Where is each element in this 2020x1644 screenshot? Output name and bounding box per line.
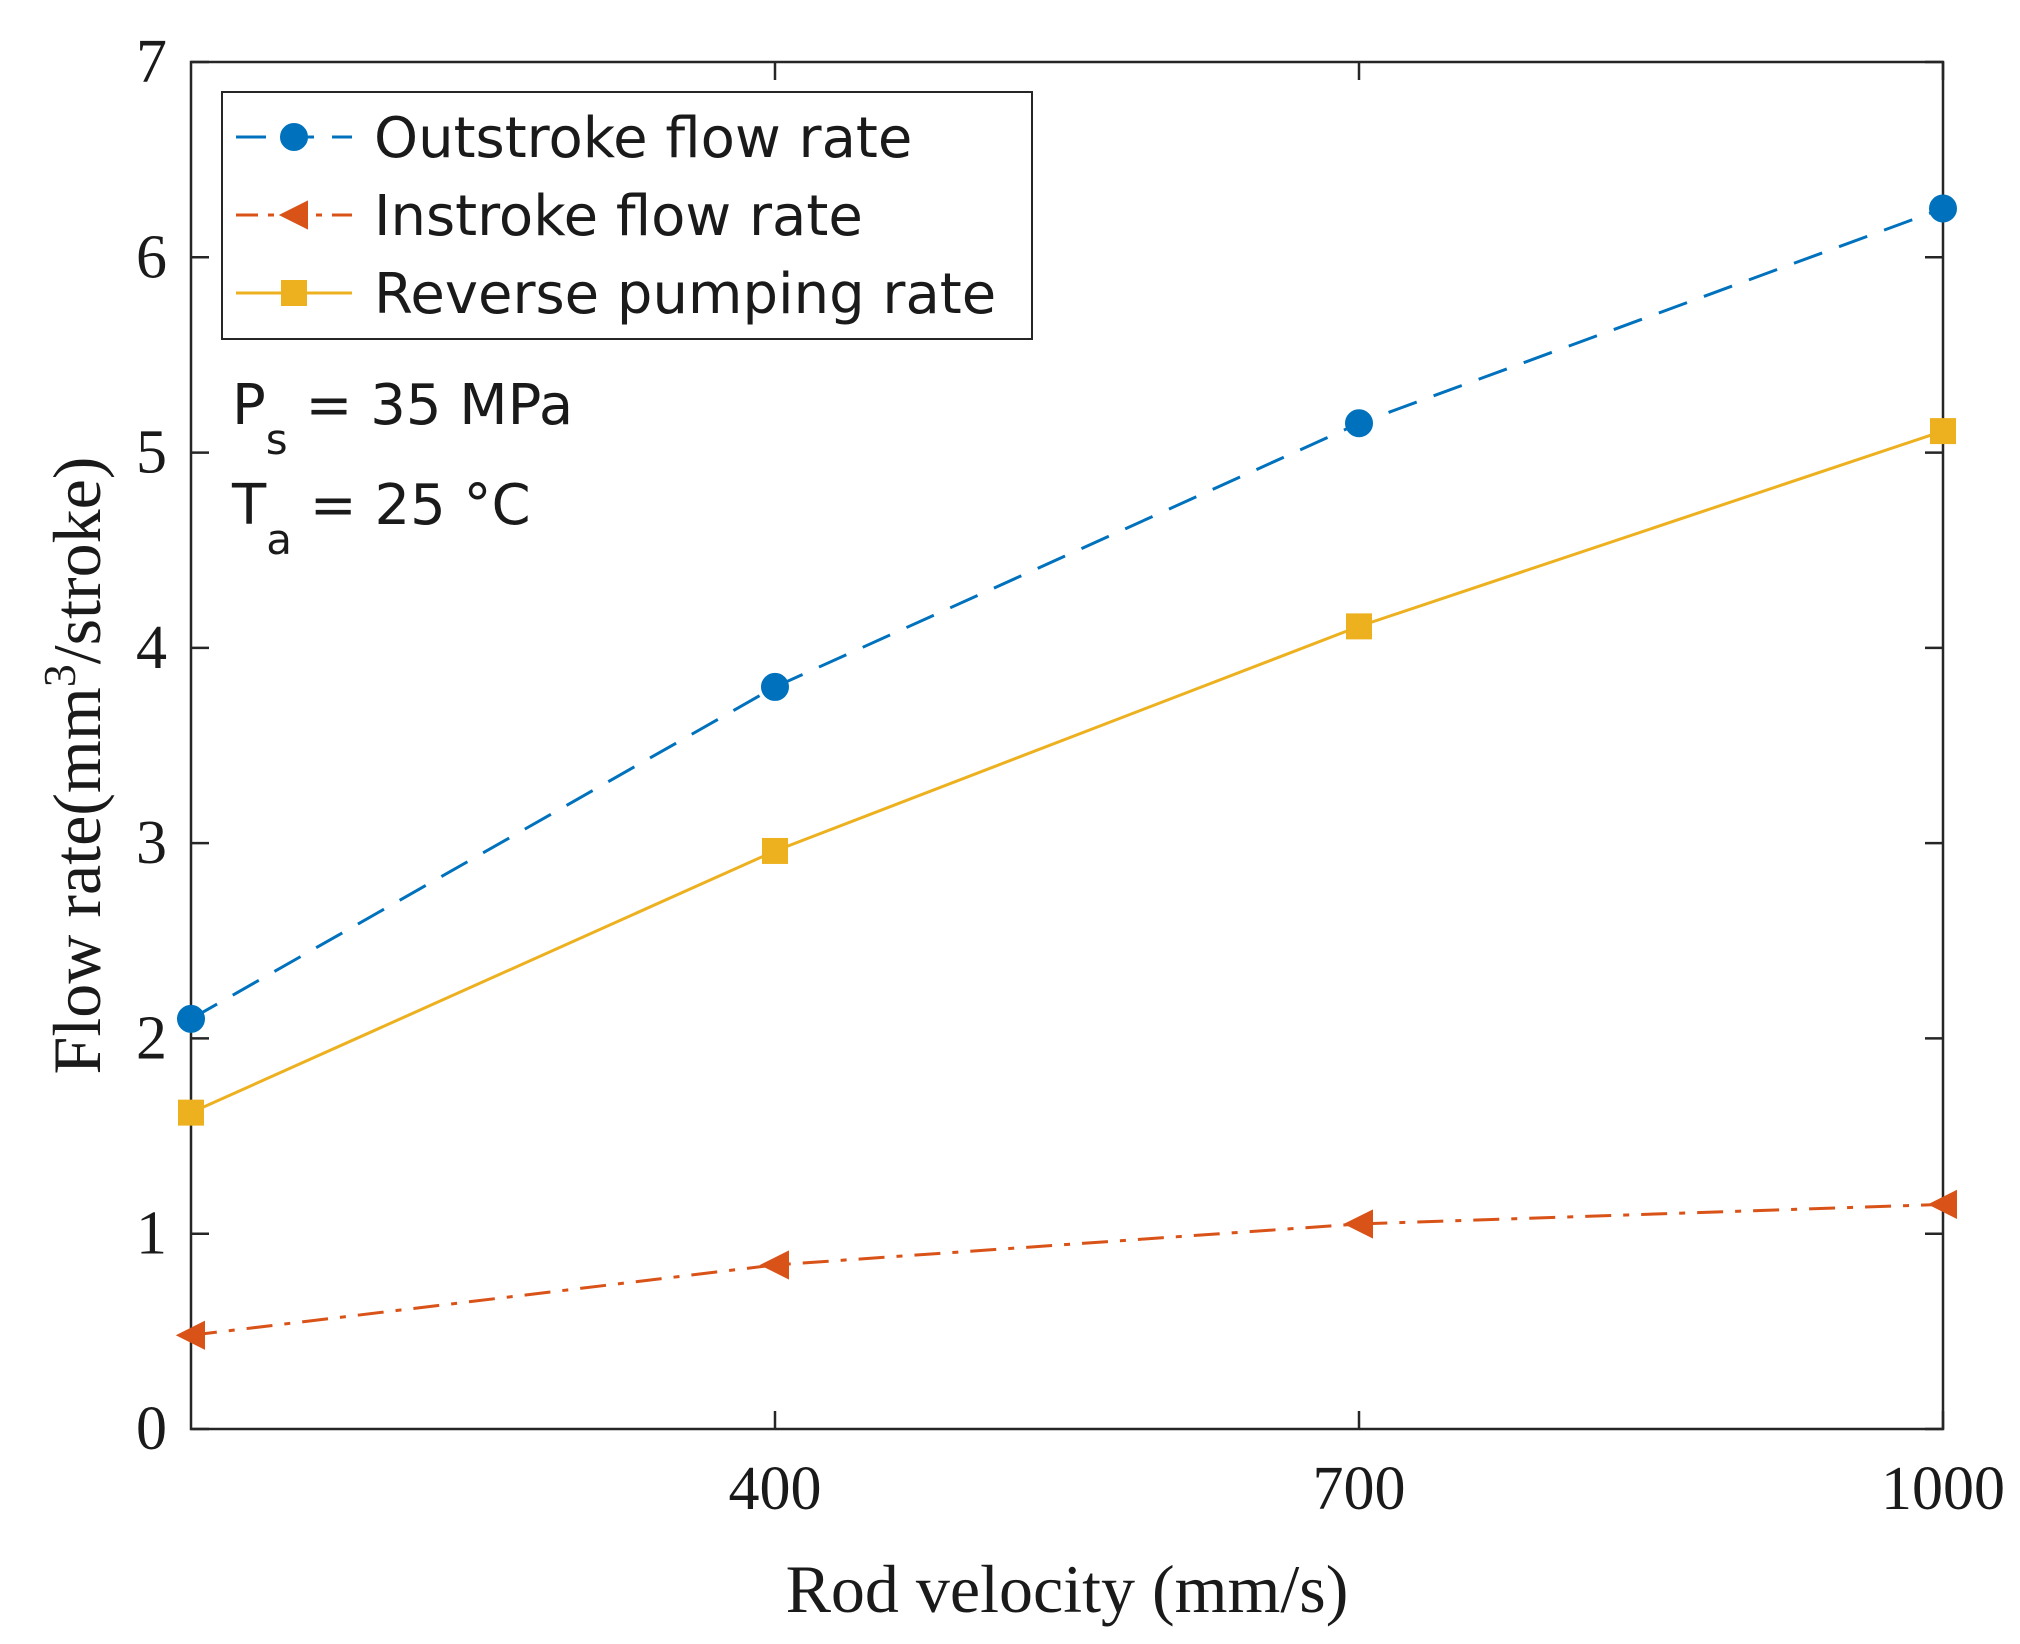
series-0-point-2 — [1345, 409, 1373, 438]
plot-area — [189, 60, 1945, 1431]
series-1-point-0 — [175, 1320, 205, 1350]
series-line-2 — [190, 429, 1944, 1115]
y-tick-label-5: 5 — [136, 419, 167, 487]
series-2 — [178, 418, 1956, 1126]
series-0-point-3 — [1929, 194, 1957, 223]
y-tick-label-1: 1 — [136, 1200, 167, 1268]
legend-item-2: Reverse pumping rate — [236, 262, 996, 327]
series-2-point-3 — [1930, 418, 1956, 445]
legend-marker-2 — [281, 280, 307, 306]
legend-box — [221, 91, 1033, 340]
series-2-point-2 — [1346, 613, 1372, 640]
annotation-ambient-temperature: Ta = 25 °C — [231, 473, 531, 564]
legend-label-1: Instroke flow rate — [374, 184, 863, 249]
annotations: Ps = 35 MPa Ta = 25 °C — [231, 373, 573, 564]
legend-marker-0 — [280, 123, 308, 151]
y-tick-label-4: 4 — [136, 614, 167, 682]
series-1-point-2 — [1343, 1209, 1373, 1239]
series-0 — [177, 194, 1957, 1033]
legend: Outstroke flow rate Instroke flow rate Rev… — [221, 91, 1033, 340]
plot-frame — [189, 60, 1945, 1431]
y-axis-label-sup: 3 — [34, 664, 85, 687]
series-0-point-0 — [177, 1004, 205, 1033]
y-tick-label-2: 2 — [136, 1004, 167, 1072]
series-0-point-1 — [761, 672, 789, 701]
x-axis-label: Rod velocity (mm/s) — [786, 1551, 1349, 1627]
legend-label-0: Outstroke flow rate — [374, 106, 912, 171]
series-1-point-3 — [1927, 1189, 1957, 1220]
y-tick-label-7: 7 — [136, 28, 167, 96]
x-tick-label-1: 700 — [1313, 1455, 1406, 1523]
series-2-point-0 — [178, 1099, 204, 1126]
legend-item-0: Outstroke flow rate — [236, 106, 912, 171]
x-tick-label-0: 400 — [729, 1455, 822, 1523]
annotation-supply-pressure: Ps = 35 MPa — [232, 373, 573, 464]
legend-item-1: Instroke flow rate — [236, 184, 863, 249]
y-axis-label-prefix: Flow rate(mm — [39, 687, 115, 1074]
y-tick-label-3: 3 — [136, 809, 167, 877]
series-2-point-1 — [762, 837, 788, 864]
y-tick-label-6: 6 — [136, 223, 167, 291]
series-1 — [175, 1189, 1957, 1350]
legend-label-2: Reverse pumping rate — [374, 262, 996, 327]
axis-ticks: 0 1 2 3 4 5 6 7 400 700 1000 — [136, 28, 2005, 1523]
x-tick-label-2: 1000 — [1881, 1455, 2005, 1523]
y-axis-label: Flow rate(mm3/stroke) — [34, 457, 116, 1075]
series-1-point-1 — [759, 1250, 789, 1280]
y-tick-label-0: 0 — [136, 1395, 167, 1463]
series-line-1 — [190, 1202, 1944, 1337]
series-layer — [175, 194, 1957, 1350]
legend-marker-1 — [278, 200, 308, 230]
y-axis-label-suffix: /stroke) — [39, 457, 115, 665]
